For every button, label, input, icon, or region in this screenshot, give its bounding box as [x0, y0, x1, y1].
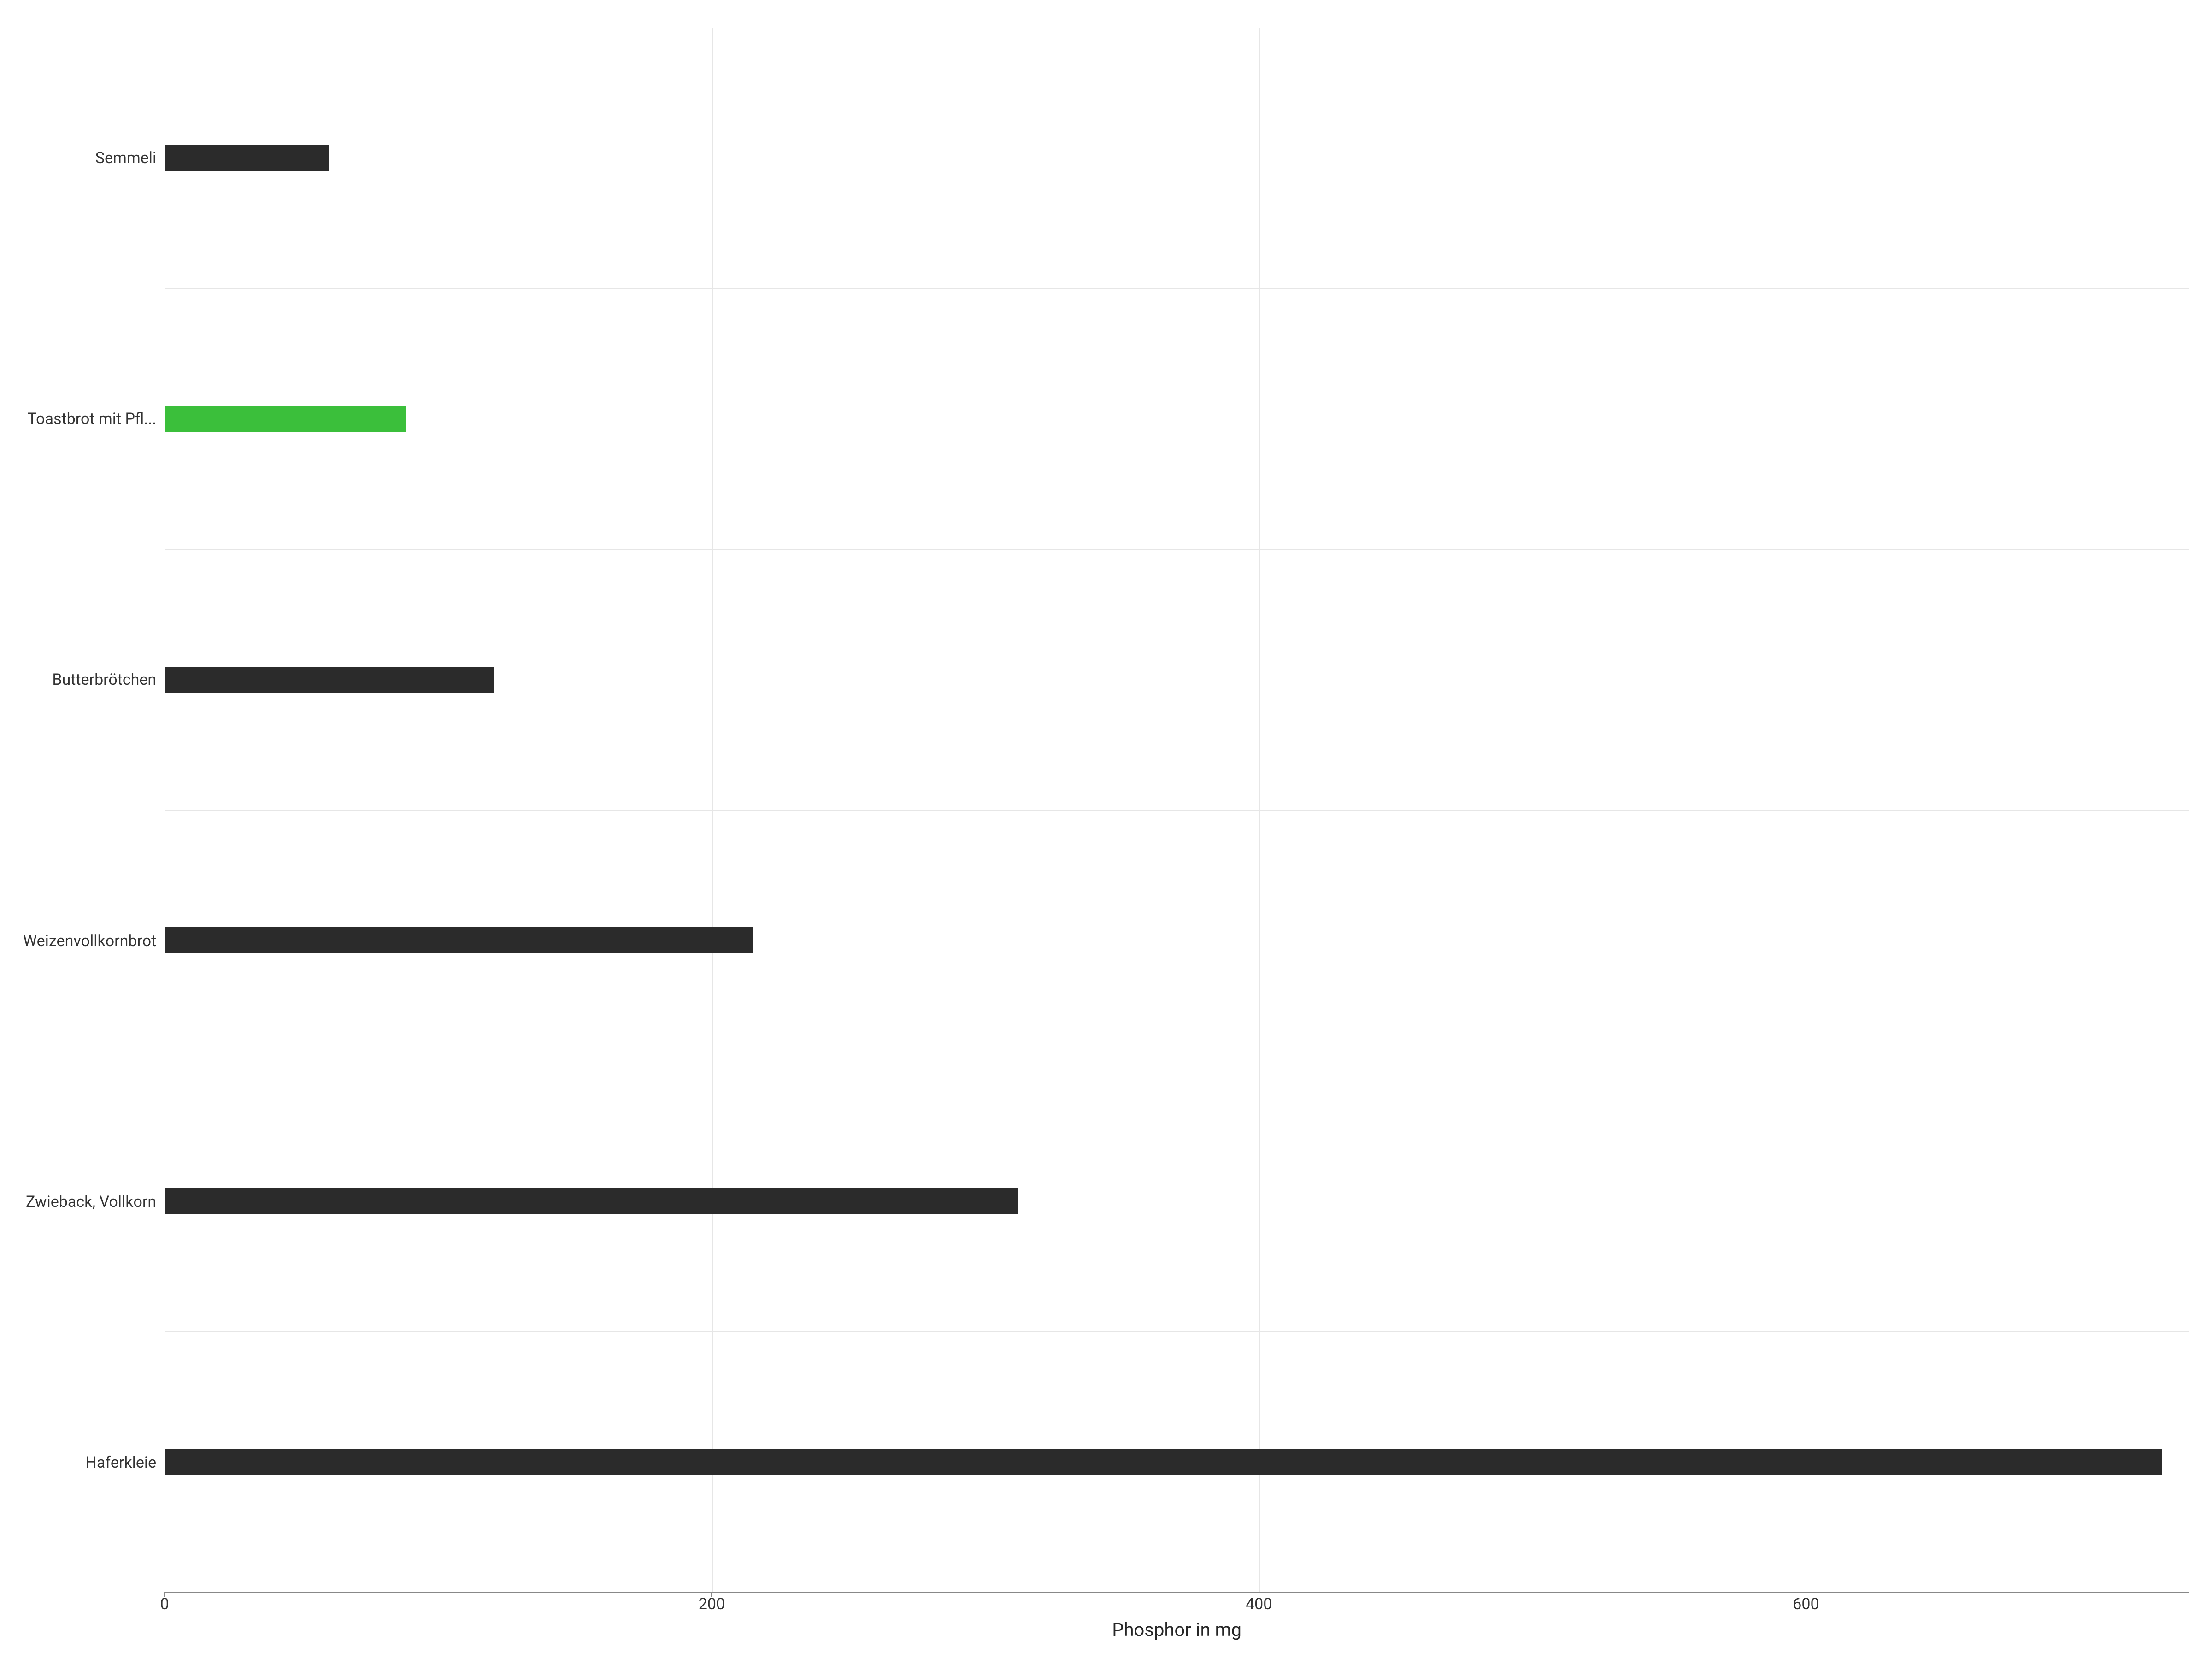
y-axis-label: Haferkleie [86, 1453, 157, 1472]
bar [165, 667, 494, 693]
bar [165, 1449, 2161, 1475]
x-axis-title: Phosphor in mg [165, 1619, 2189, 1641]
x-axis-spacer-2 [23, 1619, 165, 1641]
plot-area [165, 28, 2189, 1593]
y-axis-label: Zwieback, Vollkorn [26, 1193, 156, 1211]
chart-container: Semmeli Toastbrot mit Pfl... Butterbrötche… [0, 0, 2212, 1659]
x-tick-label: 0 [160, 1595, 169, 1613]
x-axis-spacer [23, 1593, 165, 1616]
x-tick-label: 600 [1793, 1595, 1819, 1613]
y-axis-label: Semmeli [95, 149, 156, 167]
y-axis-label: Toastbrot mit Pfl... [27, 410, 156, 428]
bar [165, 1188, 1018, 1214]
x-axis-ticks: 0200400600 [165, 1593, 2189, 1616]
y-axis-label: Butterbrötchen [52, 671, 156, 689]
bars-layer [165, 28, 2189, 1592]
y-axis-label: Weizenvollkornbrot [23, 932, 156, 950]
bar [165, 145, 329, 171]
plot-row: Semmeli Toastbrot mit Pfl... Butterbrötche… [23, 28, 2189, 1593]
y-axis-labels: Semmeli Toastbrot mit Pfl... Butterbrötche… [23, 28, 165, 1593]
x-axis-row: 0 200 400 600 [23, 1593, 2189, 1616]
x-tick-label: 200 [699, 1595, 725, 1613]
x-title-row: Phosphor in mg [23, 1619, 2189, 1641]
bar [165, 927, 753, 953]
bar [165, 406, 406, 432]
x-tick-label: 400 [1246, 1595, 1272, 1613]
